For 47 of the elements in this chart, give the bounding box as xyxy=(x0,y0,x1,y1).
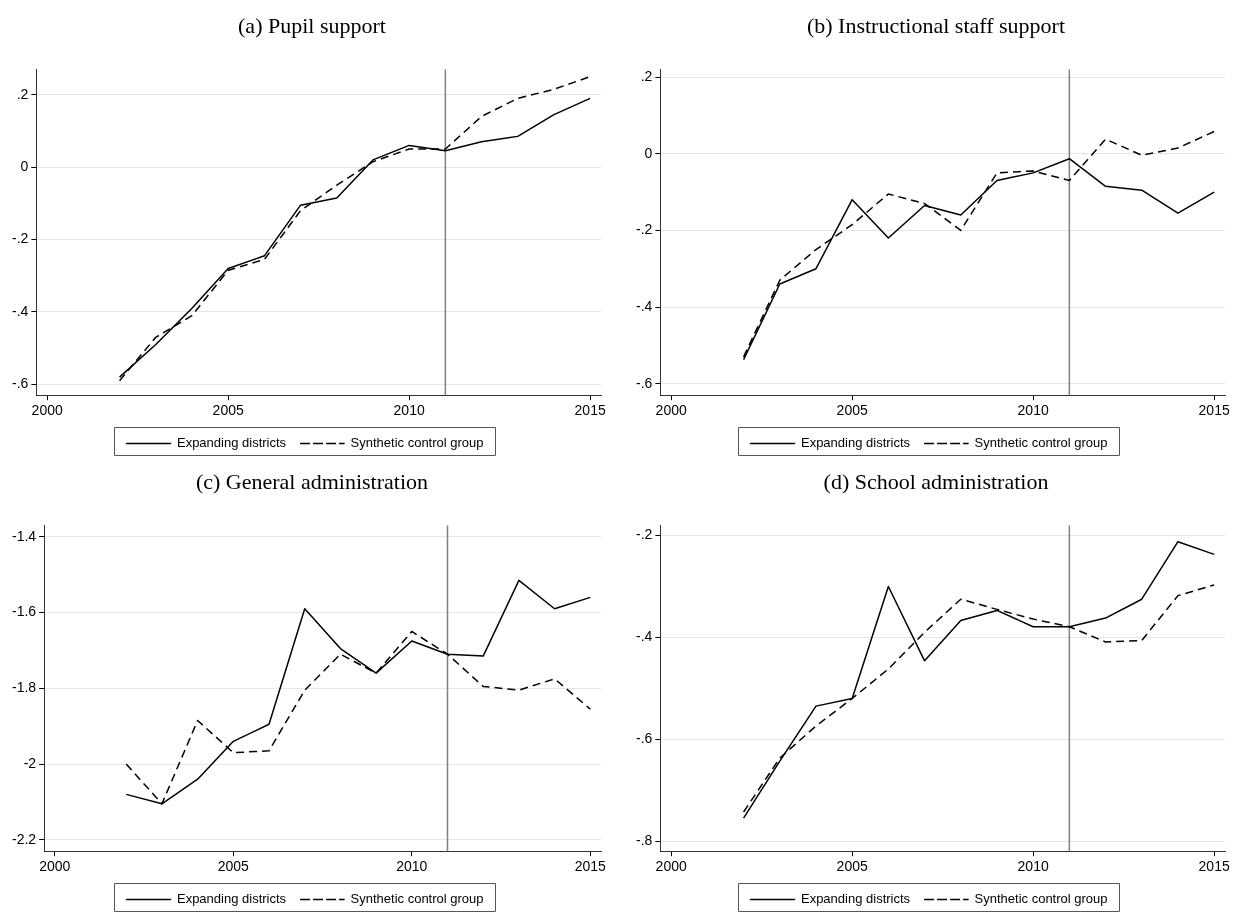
legend-label: Expanding districts xyxy=(176,435,287,451)
legend-label: Synthetic control group xyxy=(350,891,484,907)
chart-title: (a) Pupil support xyxy=(237,12,387,40)
y-tick-label: -.6 xyxy=(635,374,653,391)
y-tick-label: .2 xyxy=(640,67,653,84)
x-tick-label: 2000 xyxy=(655,858,687,875)
chart-title: (d) School administration xyxy=(822,468,1050,496)
y-tick-label: -1.6 xyxy=(12,603,37,620)
x-tick-label: 2015 xyxy=(1198,402,1230,419)
x-tick-label: 2010 xyxy=(1017,858,1049,875)
x-tick-label: 2010 xyxy=(1017,402,1049,419)
y-tick-label: -.2 xyxy=(11,230,29,247)
x-tick-label: 2000 xyxy=(39,858,71,875)
x-tick-label: 2015 xyxy=(574,402,606,419)
y-tick-label: -.4 xyxy=(635,628,653,645)
x-tick-label: 2005 xyxy=(836,402,868,419)
legend-label: Synthetic control group xyxy=(350,435,484,451)
x-tick-label: 2005 xyxy=(217,858,250,875)
y-tick-label: -2.2 xyxy=(12,830,37,847)
y-tick-label: .2 xyxy=(16,85,29,102)
y-tick-label: -2 xyxy=(23,754,37,771)
y-tick-label: -1.4 xyxy=(12,527,37,544)
y-tick-label: -1.8 xyxy=(12,679,37,696)
y-tick-label: -.4 xyxy=(635,297,653,314)
legend-label: Expanding districts xyxy=(176,891,287,907)
legend-label: Expanding districts xyxy=(800,435,911,451)
y-tick-label: -.2 xyxy=(635,526,653,543)
y-tick-label: -.2 xyxy=(635,221,653,238)
x-tick-label: 2005 xyxy=(212,402,244,419)
x-tick-label: 2000 xyxy=(31,402,63,419)
x-tick-label: 2015 xyxy=(574,858,607,875)
x-tick-label: 2010 xyxy=(396,858,428,875)
x-tick-label: 2000 xyxy=(655,402,687,419)
chart-title: (b) Instructional staff support xyxy=(805,12,1066,40)
y-tick-label: -.6 xyxy=(635,730,653,747)
y-tick-label: -.8 xyxy=(635,831,653,848)
x-tick-label: 2010 xyxy=(393,402,425,419)
y-tick-label: 0 xyxy=(644,144,653,161)
x-tick-label: 2005 xyxy=(836,858,868,875)
legend-label: Synthetic control group xyxy=(974,891,1108,907)
y-tick-label: -.6 xyxy=(11,375,29,392)
legend-label: Synthetic control group xyxy=(974,435,1108,451)
y-tick-label: 0 xyxy=(20,158,29,174)
y-tick-label: -.4 xyxy=(11,302,29,319)
legend-label: Expanding districts xyxy=(800,891,911,907)
chart-title: (c) General administration xyxy=(194,468,430,496)
x-tick-label: 2015 xyxy=(1198,858,1230,875)
